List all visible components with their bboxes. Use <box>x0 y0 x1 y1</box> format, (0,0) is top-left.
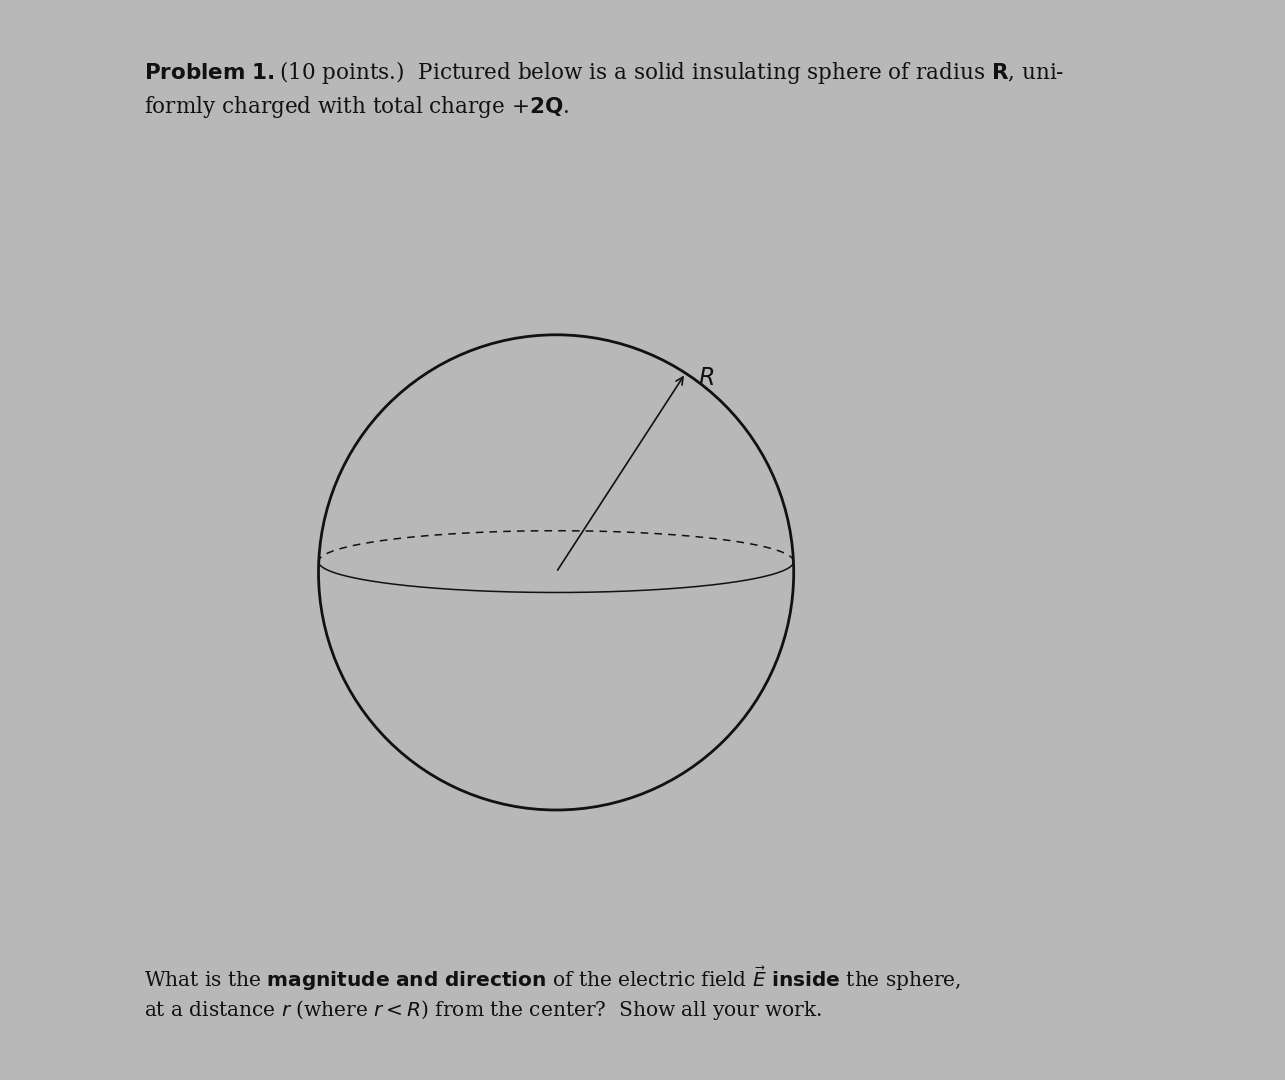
Text: What is the $\mathbf{magnitude\ and\ direction}$ of the electric field $\vec{E}$: What is the $\mathbf{magnitude\ and\ dir… <box>144 964 961 993</box>
Text: $R$: $R$ <box>699 367 714 390</box>
Text: $\mathbf{Problem\ 1.}$(10 points.)  Pictured below is a solid insulating sphere : $\mathbf{Problem\ 1.}$(10 points.) Pictu… <box>144 59 1064 86</box>
Text: formly charged with total charge $+\mathbf{2Q}$.: formly charged with total charge $+\math… <box>144 94 569 120</box>
Text: at a distance $r$ (where $r < R$) from the center?  Show all your work.: at a distance $r$ (where $r < R$) from t… <box>144 998 821 1022</box>
